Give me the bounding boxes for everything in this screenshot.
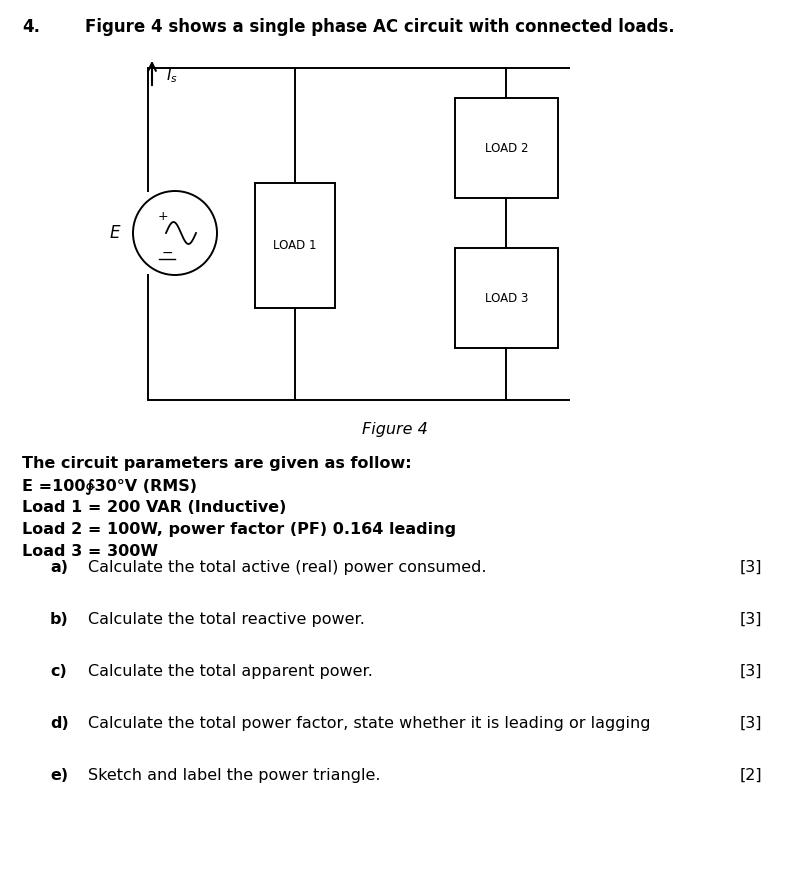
Text: [3]: [3] <box>740 664 762 679</box>
Bar <box>455 98 558 198</box>
Text: Load 3 = 300W: Load 3 = 300W <box>22 544 158 559</box>
Text: b): b) <box>50 612 69 627</box>
Text: LOAD 3: LOAD 3 <box>485 291 528 304</box>
Text: Load 1 = 200 VAR (Inductive): Load 1 = 200 VAR (Inductive) <box>22 500 286 515</box>
Text: Figure 4 shows a single phase AC circuit with connected loads.: Figure 4 shows a single phase AC circuit… <box>85 18 675 36</box>
Text: d): d) <box>50 716 69 731</box>
Text: e): e) <box>50 768 68 783</box>
Bar <box>255 183 335 308</box>
Text: LOAD 1: LOAD 1 <box>273 239 316 252</box>
Text: Figure 4: Figure 4 <box>362 422 428 437</box>
Text: E: E <box>110 224 120 242</box>
Text: [3]: [3] <box>740 612 762 627</box>
Text: E =100∲30°V (RMS): E =100∲30°V (RMS) <box>22 478 197 494</box>
Text: The circuit parameters are given as follow:: The circuit parameters are given as foll… <box>22 456 411 471</box>
Text: Calculate the total apparent power.: Calculate the total apparent power. <box>88 664 373 679</box>
Text: Load 2 = 100W, power factor (PF) 0.164 leading: Load 2 = 100W, power factor (PF) 0.164 l… <box>22 522 456 537</box>
Bar <box>455 248 558 348</box>
Text: Calculate the total active (real) power consumed.: Calculate the total active (real) power … <box>88 560 486 575</box>
Text: Calculate the total reactive power.: Calculate the total reactive power. <box>88 612 365 627</box>
Text: I$_s$: I$_s$ <box>166 66 178 85</box>
Text: a): a) <box>50 560 68 575</box>
Text: c): c) <box>50 664 66 679</box>
Text: [2]: [2] <box>740 768 762 783</box>
Text: [3]: [3] <box>740 560 762 575</box>
Text: −: − <box>161 246 172 260</box>
Text: [3]: [3] <box>740 716 762 731</box>
Text: LOAD 2: LOAD 2 <box>485 142 528 155</box>
Text: Sketch and label the power triangle.: Sketch and label the power triangle. <box>88 768 380 783</box>
Text: +: + <box>157 211 168 224</box>
Text: Calculate the total power factor, state whether it is leading or lagging: Calculate the total power factor, state … <box>88 716 650 731</box>
Text: 4.: 4. <box>22 18 40 36</box>
